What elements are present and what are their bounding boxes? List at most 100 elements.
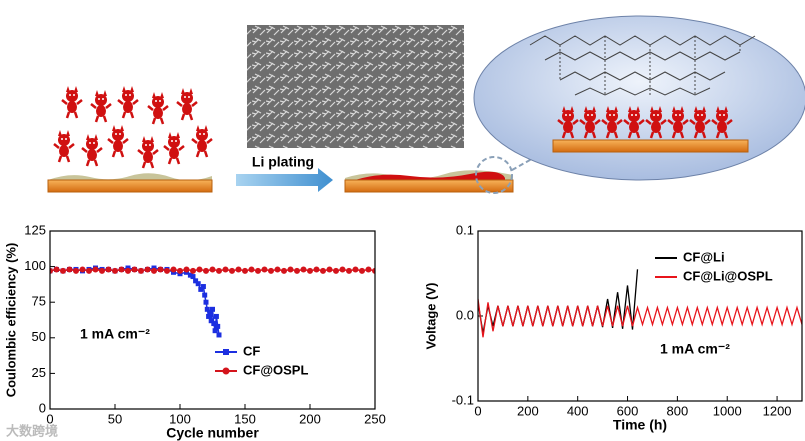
marker — [50, 267, 53, 274]
marker — [204, 306, 210, 312]
marker — [211, 321, 217, 327]
marker — [195, 281, 201, 287]
marker — [92, 266, 99, 273]
axes-frame — [477, 230, 803, 402]
zoom-bubble — [473, 15, 805, 181]
marker — [352, 266, 359, 273]
plot-area — [50, 265, 375, 338]
schematic: Li plating — [47, 15, 805, 194]
schematic-label: Li plating — [252, 154, 314, 170]
marker — [216, 267, 222, 274]
marker — [99, 267, 105, 274]
legend-label: CF@Li@OSPL — [683, 268, 773, 283]
marker — [346, 267, 352, 274]
x-tick-label: 0 — [474, 403, 481, 418]
x-tick-label: 150 — [234, 411, 256, 426]
marker — [138, 267, 144, 274]
marker — [196, 266, 203, 273]
marker — [274, 266, 281, 273]
x-tick-label: 250 — [364, 411, 386, 426]
y-tick-label: -0.1 — [452, 392, 474, 407]
y-tick-label: 75 — [32, 294, 46, 309]
marker — [229, 267, 235, 274]
y-tick-label: 25 — [32, 365, 46, 380]
x-axis-label: Cycle number — [166, 425, 259, 441]
marker — [215, 323, 221, 329]
marker — [190, 267, 196, 274]
marker — [222, 266, 229, 273]
y-tick-label: 50 — [32, 329, 46, 344]
current-collector — [344, 179, 514, 193]
current-collector — [552, 139, 749, 153]
marker — [313, 266, 320, 273]
marker — [202, 292, 208, 298]
y-axis-label: Coulombic efficiency (%) — [3, 243, 18, 398]
marker — [157, 266, 164, 273]
marker — [281, 267, 287, 274]
legend-label: CF — [243, 343, 260, 358]
coating-layer — [48, 173, 212, 181]
marker — [164, 267, 170, 274]
y-tick-label: 0.1 — [456, 222, 474, 237]
x-tick-label: 600 — [617, 403, 639, 418]
marker — [112, 267, 118, 274]
marker — [255, 267, 261, 274]
marker — [198, 286, 204, 292]
marker — [268, 267, 274, 274]
marker — [203, 267, 209, 274]
marker — [216, 332, 222, 338]
x-tick-label: 100 — [169, 411, 191, 426]
legend-label: CF@OSPL — [243, 362, 308, 377]
y-tick-label: 100 — [24, 258, 46, 273]
axes-frame — [49, 230, 376, 410]
legend-label: CF@Li — [683, 249, 725, 264]
marker — [365, 266, 372, 273]
marker — [183, 266, 190, 273]
plot-area — [478, 269, 802, 338]
marker — [105, 266, 112, 273]
marker — [187, 272, 193, 278]
marker — [118, 266, 125, 273]
marker — [248, 266, 255, 273]
annotation: 1 mA cm⁻² — [80, 326, 150, 342]
marker — [193, 278, 199, 284]
marker — [212, 328, 218, 334]
free-li-ions — [52, 84, 214, 170]
x-axis-label: Time (h) — [613, 417, 667, 433]
marker — [359, 267, 365, 274]
marker — [86, 267, 92, 274]
marker — [333, 267, 339, 274]
marker — [60, 267, 66, 274]
y-axis-label: Voltage (V) — [423, 283, 438, 350]
marker — [210, 306, 215, 312]
marker — [53, 266, 60, 273]
legend-marker — [223, 349, 229, 355]
marker — [320, 267, 326, 274]
marker — [307, 267, 313, 274]
marker — [209, 266, 216, 273]
marker — [177, 267, 183, 274]
ospl-molecule — [529, 35, 756, 96]
marker — [203, 299, 209, 305]
marker — [372, 267, 375, 274]
marker — [131, 266, 138, 273]
marker — [151, 267, 157, 274]
sem-image — [247, 25, 464, 148]
marker — [287, 266, 294, 273]
zoom-circle — [475, 156, 513, 194]
marker — [213, 313, 219, 319]
x-tick-label: 400 — [567, 403, 589, 418]
marker — [170, 266, 177, 273]
x-tick-label: 800 — [667, 403, 689, 418]
li-deposit — [355, 171, 505, 181]
marker — [207, 309, 213, 315]
x-tick-label: 200 — [299, 411, 321, 426]
x-tick-label: 1200 — [763, 403, 792, 418]
marker — [79, 266, 86, 273]
marker — [190, 274, 196, 280]
y-tick-label: 125 — [24, 222, 46, 237]
legend-marker — [222, 367, 230, 375]
series-line — [478, 298, 802, 338]
marker — [125, 267, 131, 274]
